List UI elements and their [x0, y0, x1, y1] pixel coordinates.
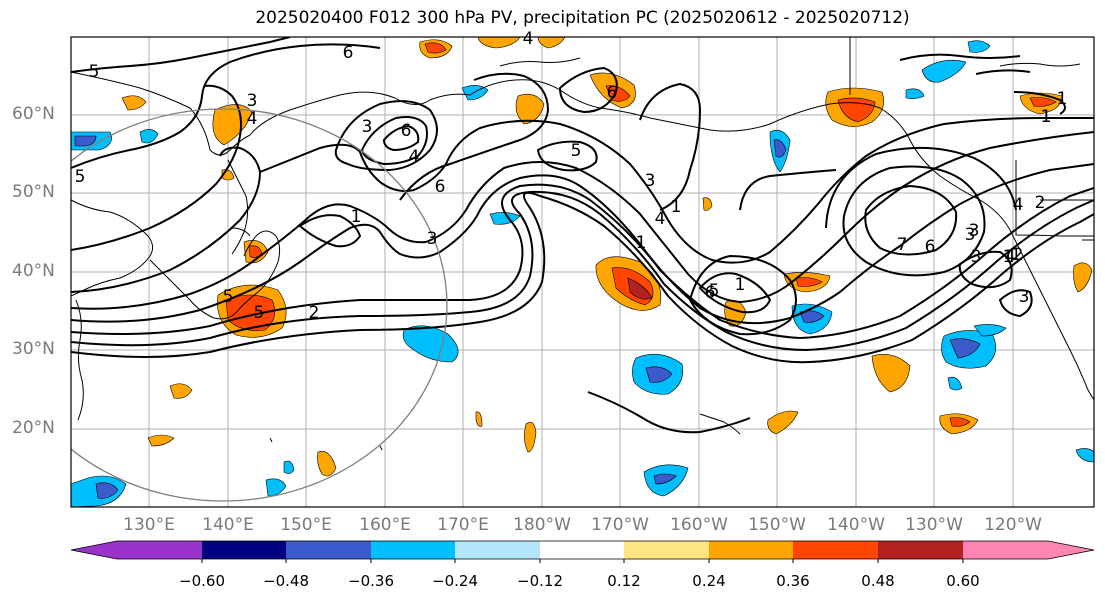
- colorbar-segment-1b: [117, 541, 202, 559]
- lon-label: 180°W: [513, 515, 571, 535]
- contour-label: 6: [705, 283, 716, 303]
- contour-label: 3: [427, 229, 438, 249]
- lon-label: 170°E: [437, 515, 489, 535]
- colorbar-tick-label: −0.60: [179, 572, 225, 590]
- lon-label: 140°W: [827, 515, 885, 535]
- contour-label: 3: [247, 91, 258, 111]
- contour-label: 5: [254, 303, 265, 323]
- lon-label: 160°E: [359, 515, 411, 535]
- contour-label: 6: [343, 43, 354, 63]
- contour-label: 2: [1013, 245, 1024, 265]
- contour-label: 4: [655, 209, 666, 229]
- colorbar-tick-label: 0.24: [692, 572, 726, 590]
- contour-label: 2: [309, 303, 320, 323]
- contour-label: 5: [223, 287, 234, 307]
- contour-label: 2: [1035, 193, 1046, 213]
- lon-label: 140°E: [202, 515, 254, 535]
- contour-label: 5: [89, 62, 100, 82]
- colorbar-tick-label: 0.60: [946, 572, 980, 590]
- contour-label: 3: [971, 247, 982, 267]
- lon-label: 150°E: [280, 515, 332, 535]
- colorbar-segment-7: [624, 541, 709, 559]
- contour-label: 3: [1019, 287, 1030, 307]
- lat-label: 40°N: [12, 261, 55, 281]
- contour-label: 7: [897, 235, 908, 255]
- contour-label: 1: [735, 275, 746, 295]
- contour-label: 5: [571, 141, 582, 161]
- contour-label: 5: [709, 281, 720, 301]
- contour-label: 1: [636, 233, 647, 253]
- contour-label: 6: [607, 83, 618, 103]
- contour-label: 4: [523, 29, 534, 49]
- contour-label: 3: [965, 225, 976, 245]
- lat-label: 60°N: [12, 104, 55, 124]
- coastlines: [71, 37, 1094, 451]
- lon-label: 150°W: [748, 515, 806, 535]
- colorbar-tick-label: −0.24: [432, 572, 478, 590]
- lon-label: 130°W: [905, 515, 963, 535]
- colorbar-tick-label: 0.36: [776, 572, 810, 590]
- contour-label: 6: [401, 121, 412, 141]
- lon-label: 170°W: [591, 515, 649, 535]
- colorbar-segment-9: [793, 541, 878, 559]
- colorbar-tick-label: −0.48: [263, 572, 309, 590]
- lat-label: 20°N: [12, 418, 55, 438]
- colorbar-tick-label: 0.12: [607, 572, 641, 590]
- contour-label: 4: [1013, 195, 1024, 215]
- contour-label: 3: [362, 117, 373, 137]
- contour-label: 5: [75, 167, 86, 187]
- contour-label: 1: [1003, 247, 1014, 267]
- range-circle: [71, 108, 448, 502]
- colorbar-segment-4: [371, 541, 456, 559]
- map-frame: [70, 36, 1095, 508]
- contour-label: 4: [1005, 247, 1016, 267]
- colorbar-segment-6: [540, 541, 625, 559]
- colorbar-tick-label: −0.12: [517, 572, 563, 590]
- colorbar-tick-label: −0.36: [348, 572, 394, 590]
- contour-label: 1: [1057, 89, 1068, 109]
- contour-label: 1: [1041, 107, 1052, 127]
- contour-label: 6: [435, 177, 446, 197]
- lat-label: 50°N: [12, 182, 55, 202]
- lon-label: 120°W: [984, 515, 1042, 535]
- map-title: 2025020400 F012 300 hPa PV, precipitatio…: [255, 8, 910, 28]
- contour-label: 4: [409, 147, 420, 167]
- colorbar-segment-10: [878, 541, 963, 559]
- contour-label: 6: [925, 237, 936, 257]
- contour-label: 1: [1041, 107, 1052, 127]
- colorbar-tick-label: 0.48: [861, 572, 895, 590]
- contour-label: 1: [1011, 245, 1022, 265]
- colorbar-segment-5: [455, 541, 540, 559]
- lon-label: 130°E: [123, 515, 175, 535]
- contour-label: 3: [969, 221, 980, 241]
- pv-contours: [71, 37, 1094, 434]
- colorbar-segment-2: [202, 541, 287, 559]
- lat-label: 30°N: [12, 339, 55, 359]
- contour-labels: 6 5 3 3 4 6 6 4 2 5 5 4 5 3 6 1 2 1 3 1 …: [75, 29, 1068, 323]
- colorbar-segment-8: [709, 541, 794, 559]
- colorbar: [70, 540, 1095, 563]
- colorbar-segment-3: [286, 541, 371, 559]
- contour-label: 1: [671, 197, 682, 217]
- lon-label: 160°W: [670, 515, 728, 535]
- contour-label: 3: [645, 171, 656, 191]
- gridlines: [71, 37, 1094, 507]
- colorbar-segment-11: [963, 541, 1094, 559]
- contour-label: 1: [351, 207, 362, 227]
- contour-label: 4: [247, 109, 258, 129]
